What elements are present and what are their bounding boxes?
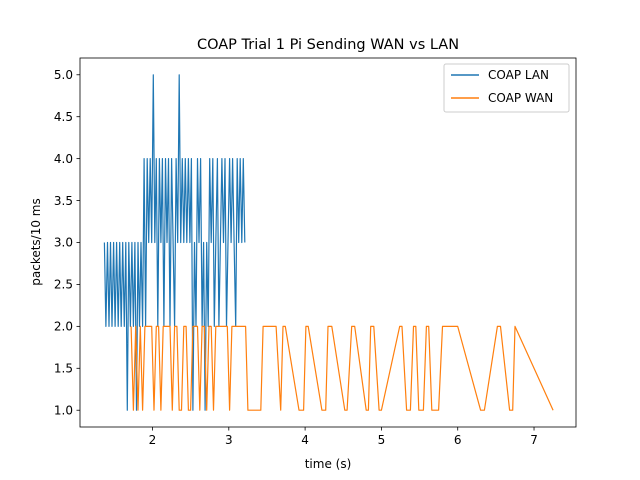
y-axis-title: packets/10 ms <box>29 198 43 286</box>
x-axis-title: time (s) <box>305 457 352 471</box>
legend-label-lan: COAP LAN <box>488 68 549 82</box>
x-tick-label: 5 <box>378 433 386 447</box>
y-tick-label: 4.5 <box>54 110 73 124</box>
y-axis: 1.0 1.5 2.0 2.5 3.0 3.5 4.0 4.5 5.0 <box>54 68 80 417</box>
x-tick-label: 3 <box>225 433 233 447</box>
legend: COAP LAN COAP WAN <box>443 63 570 113</box>
chart-title: COAP Trial 1 Pi Sending WAN vs LAN <box>197 37 459 53</box>
y-tick-label: 4.0 <box>54 152 73 166</box>
y-tick-label: 2.0 <box>54 320 73 334</box>
series-line-wan <box>130 325 554 411</box>
y-tick-label: 3.0 <box>54 236 73 250</box>
series-layer <box>103 74 554 411</box>
x-axis: 2 3 4 5 6 7 <box>149 427 538 447</box>
y-tick-label: 1.0 <box>54 403 73 417</box>
x-tick-label: 7 <box>530 433 538 447</box>
y-tick-label: 3.5 <box>54 194 73 208</box>
y-tick-label: 1.5 <box>54 361 73 375</box>
y-tick-label: 2.5 <box>54 278 73 292</box>
x-tick-label: 4 <box>301 433 309 447</box>
legend-label-wan: COAP WAN <box>488 91 553 105</box>
x-tick-label: 6 <box>454 433 462 447</box>
y-tick-label: 5.0 <box>54 68 73 82</box>
x-tick-label: 2 <box>149 433 157 447</box>
legend-box <box>443 63 570 113</box>
